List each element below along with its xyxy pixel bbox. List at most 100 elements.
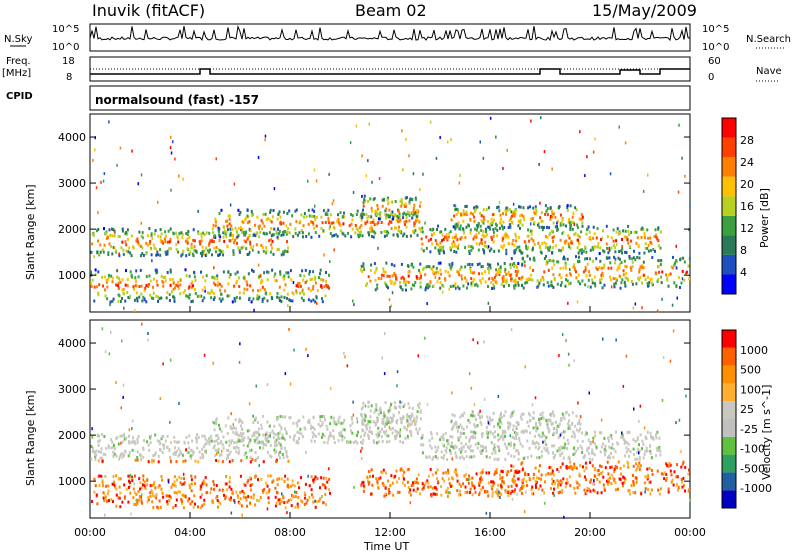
heatmap-cell [191,453,194,457]
heatmap-cell [406,468,409,472]
heatmap-cell [390,474,393,478]
heatmap-cell [303,503,306,506]
heatmap-cell [157,200,159,204]
heatmap-cell [216,442,219,446]
heatmap-cell [301,290,304,294]
heatmap-cell [625,251,628,255]
heatmap-cell [323,441,326,444]
heatmap-cell [451,236,454,240]
heatmap-cell [444,227,447,231]
heatmap-cell [483,340,485,344]
heatmap-cell [219,453,222,457]
heatmap-cell [460,274,463,278]
heatmap-cell [499,226,501,230]
heatmap-cell [670,480,673,484]
heatmap-cell [487,271,490,275]
heatmap-cell [521,284,523,288]
heatmap-cell [444,431,447,435]
heatmap-cell [414,197,417,201]
heatmap-cell [511,411,514,415]
heatmap-cell [390,403,392,407]
heatmap-cell [157,234,160,238]
heatmap-cell [423,484,426,488]
heatmap-cell [400,286,403,290]
heatmap-cell [652,437,655,441]
heatmap-cell [201,504,204,508]
heatmap-cell [366,220,369,224]
heatmap-cell [421,434,424,437]
heatmap-cell [534,466,537,470]
heatmap-cell [493,448,496,452]
heatmap-cell [166,500,169,504]
heatmap-cell [263,443,265,446]
heatmap-cell [557,436,560,439]
heatmap-cell [331,234,334,238]
heatmap-cell [127,237,129,241]
heatmap-cell [307,232,310,236]
heatmap-cell [298,282,301,286]
heatmap-cell [626,237,629,241]
heatmap-cell [567,441,570,445]
heatmap-cell [352,299,354,303]
heatmap-cell [118,278,121,282]
heatmap-cell [349,141,352,145]
colorbar-swatch [722,330,736,348]
heatmap-cell [149,279,152,283]
heatmap-cell [479,279,482,282]
heatmap-cell [411,406,414,410]
heatmap-cell [90,435,93,439]
heatmap-cell [551,482,554,486]
heatmap-cell [151,259,153,263]
heatmap-cell [168,448,171,452]
heatmap-cell [600,266,603,270]
heatmap-cell [172,506,175,510]
heatmap-cell [127,474,130,478]
heatmap-cell [260,423,263,427]
heatmap-cell [385,233,388,237]
heatmap-cell [251,288,254,292]
heatmap-cell [90,250,93,254]
heatmap-cell [413,231,416,235]
heatmap-cell [642,456,645,460]
heatmap-cell [655,436,658,440]
heatmap-cell [416,416,419,420]
heatmap-cell [553,263,556,267]
heatmap-cell [181,453,184,457]
heatmap-cell [152,506,155,509]
heatmap-cell [453,414,456,418]
heatmap-cell [538,487,540,491]
heatmap-cell [99,456,102,460]
heatmap-cell [609,456,612,460]
heatmap-cell [128,428,131,432]
heatmap-cell [213,266,215,270]
heatmap-cell [373,271,376,275]
heatmap-cell [628,255,631,258]
heatmap-cell [456,489,459,493]
heatmap-cell [224,497,227,501]
heatmap-cell [197,435,200,439]
heatmap-cell [129,270,132,274]
heatmap-cell [528,447,531,450]
heatmap-cell [285,224,288,228]
heatmap-cell [632,481,635,485]
heatmap-cell [145,284,148,288]
heatmap-cell [535,210,538,214]
heatmap-cell [362,489,365,493]
heatmap-cell [386,416,389,420]
heatmap-cell [384,422,387,426]
heatmap-cell [476,205,479,209]
heatmap-cell [107,489,110,493]
heatmap-cell [217,505,219,509]
heatmap-cell [517,457,520,461]
heatmap-cell [513,472,516,476]
heatmap-cell [497,483,500,487]
heatmap-cell [258,235,261,239]
heatmap-cell [553,493,555,497]
colorbar-tick-label: 500 [740,364,761,377]
heatmap-cell [279,272,282,276]
heatmap-cell [621,431,623,435]
heatmap-cell [329,213,332,217]
heatmap-cell [521,484,524,488]
heatmap-cell [565,339,567,343]
heatmap-cell [552,473,555,477]
